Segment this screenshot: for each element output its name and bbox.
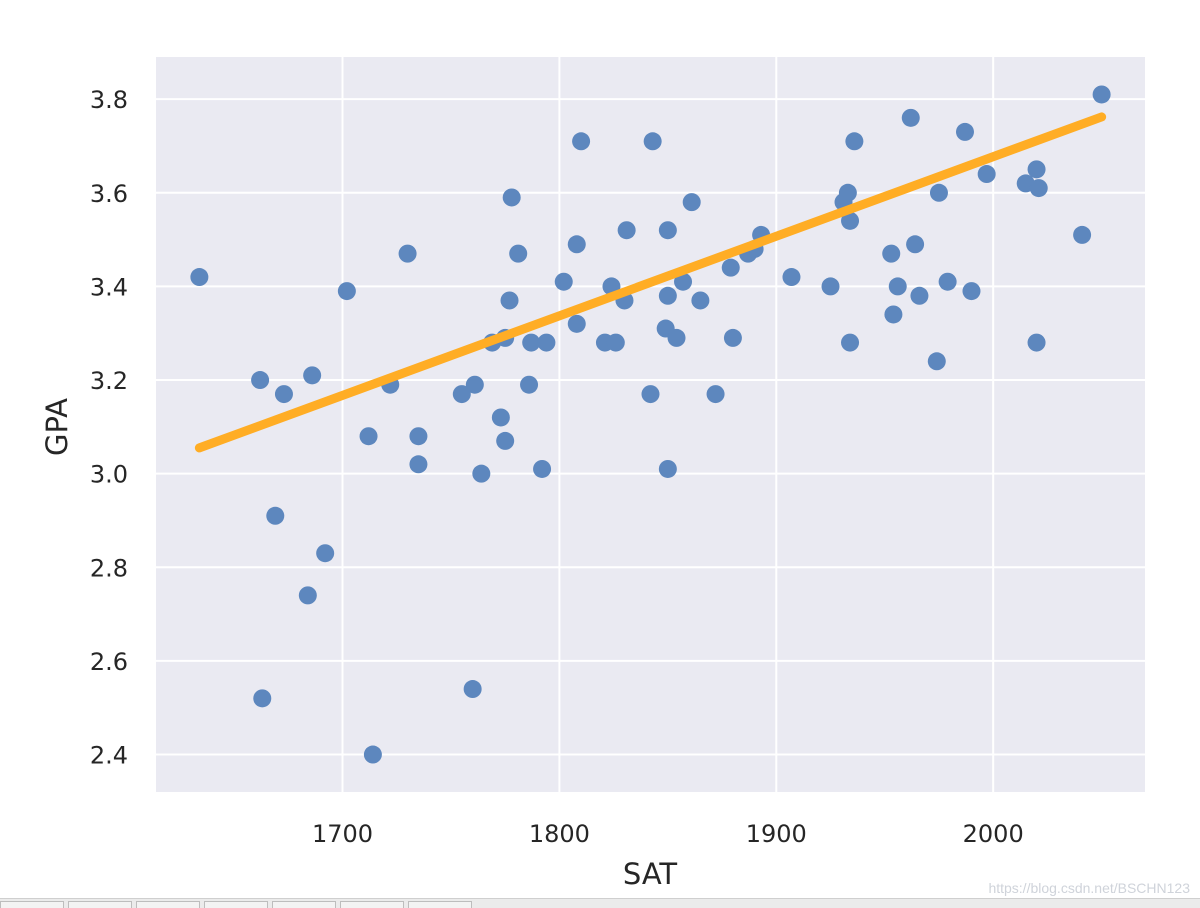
data-point <box>472 464 491 483</box>
data-point <box>841 211 860 230</box>
data-point <box>845 132 864 151</box>
data-point <box>303 366 322 385</box>
x-tick-label: 1900 <box>746 820 807 848</box>
data-point <box>363 745 382 764</box>
data-point <box>721 258 740 277</box>
data-point <box>337 282 356 301</box>
data-point <box>509 244 528 263</box>
taskbar-tab[interactable] <box>68 901 132 908</box>
regression-line <box>194 112 1107 453</box>
data-point <box>906 235 925 254</box>
y-gridlines <box>156 98 1145 756</box>
data-point <box>554 272 573 291</box>
data-point <box>251 371 270 390</box>
data-point <box>1027 333 1046 352</box>
taskbar-tab[interactable] <box>0 901 64 908</box>
data-point <box>409 427 428 446</box>
data-point <box>641 385 660 404</box>
data-point <box>190 268 209 287</box>
data-point <box>266 506 285 525</box>
x-tick-label: 1700 <box>312 820 373 848</box>
taskbar-tab[interactable] <box>136 901 200 908</box>
data-point <box>882 244 901 263</box>
data-point <box>841 333 860 352</box>
x-tick-labels: 1700 1800 1900 2000 <box>312 820 1024 848</box>
data-point <box>316 544 335 563</box>
data-point <box>706 385 725 404</box>
y-tick-label: 3.8 <box>90 86 128 114</box>
y-tick-label: 3.6 <box>90 180 128 208</box>
data-point <box>901 108 920 127</box>
x-tick-label: 2000 <box>963 820 1024 848</box>
data-point <box>496 431 515 450</box>
y-tick-label: 3.2 <box>90 367 128 395</box>
data-point <box>682 193 701 212</box>
data-point <box>298 586 317 605</box>
data-point <box>274 385 293 404</box>
data-point <box>1027 160 1046 179</box>
data-points <box>190 85 1111 764</box>
data-point <box>452 385 471 404</box>
data-point <box>674 272 693 291</box>
data-point <box>465 375 484 394</box>
data-point <box>398 244 417 263</box>
y-tick-label: 3.0 <box>90 461 128 489</box>
data-point <box>658 286 677 305</box>
data-point <box>1073 225 1092 244</box>
y-tick-label: 3.4 <box>90 273 128 301</box>
y-tick-label: 2.8 <box>90 554 128 582</box>
data-point <box>888 277 907 296</box>
y-axis-label: GPA <box>40 398 74 456</box>
data-point <box>723 328 742 347</box>
data-point <box>533 459 552 478</box>
taskbar <box>0 898 1200 908</box>
data-point <box>1092 85 1111 104</box>
data-point <box>977 165 996 184</box>
data-point <box>929 183 948 202</box>
data-point <box>821 277 840 296</box>
data-point <box>782 268 801 287</box>
data-point <box>463 680 482 699</box>
data-point <box>500 291 519 310</box>
data-point <box>691 291 710 310</box>
x-tick-label: 1800 <box>529 820 590 848</box>
data-point <box>658 221 677 240</box>
data-point <box>643 132 662 151</box>
data-point <box>884 305 903 324</box>
data-point <box>572 132 591 151</box>
taskbar-tab[interactable] <box>272 901 336 908</box>
data-point <box>520 375 539 394</box>
x-axis-label: SAT <box>623 857 678 891</box>
data-point <box>537 333 556 352</box>
data-point <box>838 183 857 202</box>
data-point <box>1029 179 1048 198</box>
data-point <box>955 122 974 141</box>
data-point <box>409 455 428 474</box>
taskbar-tab[interactable] <box>408 901 472 908</box>
data-point <box>502 188 521 207</box>
data-point <box>522 333 541 352</box>
y-tick-labels: 2.4 2.6 2.8 3.0 3.2 3.4 3.6 3.8 <box>90 86 128 769</box>
data-point <box>962 282 981 301</box>
data-point <box>927 352 946 371</box>
taskbar-tab[interactable] <box>340 901 404 908</box>
data-point <box>938 272 957 291</box>
data-point <box>253 689 272 708</box>
data-point <box>617 221 636 240</box>
taskbar-tab[interactable] <box>204 901 268 908</box>
data-point <box>667 328 686 347</box>
data-point <box>491 408 510 427</box>
data-point <box>910 286 929 305</box>
watermark-text: https://blog.csdn.net/BSCHN123 <box>988 880 1190 896</box>
y-tick-label: 2.6 <box>90 648 128 676</box>
data-point <box>567 314 586 333</box>
data-point <box>359 427 378 446</box>
data-point <box>606 333 625 352</box>
y-tick-label: 2.4 <box>90 742 128 770</box>
plot-area-background <box>156 57 1145 792</box>
data-point <box>658 459 677 478</box>
data-point <box>567 235 586 254</box>
